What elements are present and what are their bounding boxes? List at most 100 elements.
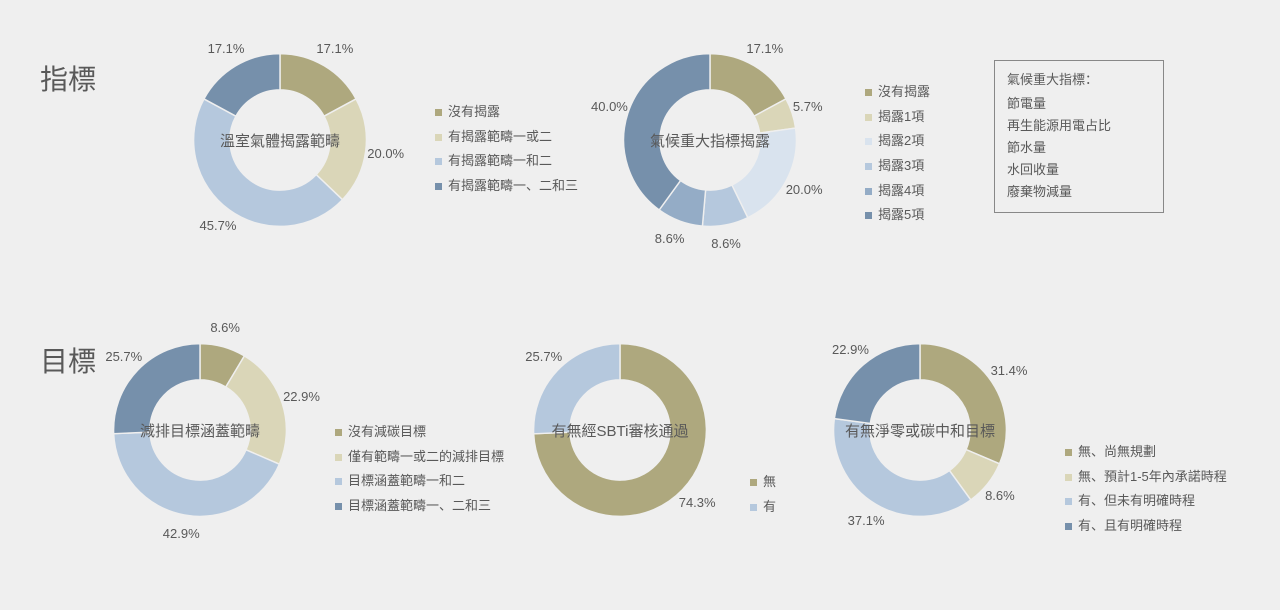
section-title-indicators: 指標 bbox=[40, 58, 96, 98]
legend-swatch bbox=[1065, 474, 1072, 481]
slice-label: 17.1% bbox=[746, 41, 783, 56]
slice-label: 17.1% bbox=[208, 41, 245, 56]
legend-label: 目標涵蓋範疇一、二和三 bbox=[348, 494, 491, 519]
legend-swatch bbox=[335, 454, 342, 461]
legend-item: 揭露2項 bbox=[865, 129, 930, 154]
legend: 無有 bbox=[750, 470, 776, 519]
slice-label: 42.9% bbox=[163, 526, 200, 541]
slice-label: 8.6% bbox=[210, 320, 240, 335]
slice-label: 37.1% bbox=[848, 513, 885, 528]
legend-item: 沒有揭露 bbox=[435, 100, 578, 125]
legend-item: 揭露1項 bbox=[865, 105, 930, 130]
legend-swatch bbox=[1065, 449, 1072, 456]
info-box-item: 廢棄物減量 bbox=[1007, 181, 1151, 203]
slice-label: 20.0% bbox=[786, 182, 823, 197]
legend-swatch bbox=[865, 114, 872, 121]
legend-swatch bbox=[1065, 523, 1072, 530]
section-title-targets: 目標 bbox=[40, 340, 96, 380]
legend: 沒有揭露有揭露範疇一或二有揭露範疇一和二有揭露範疇一、二和三 bbox=[435, 100, 578, 199]
donut-slice bbox=[834, 419, 971, 517]
donut-slice bbox=[624, 54, 710, 210]
legend-item: 目標涵蓋範疇一和二 bbox=[335, 469, 504, 494]
slice-label: 20.0% bbox=[367, 146, 404, 161]
slice-label: 31.4% bbox=[991, 363, 1028, 378]
slice-label: 40.0% bbox=[591, 99, 628, 114]
legend-label: 有、且有明確時程 bbox=[1078, 514, 1182, 539]
legend-label: 揭露4項 bbox=[878, 179, 924, 204]
donut-slice bbox=[194, 99, 343, 226]
legend-label: 揭露1項 bbox=[878, 105, 924, 130]
legend-swatch bbox=[865, 138, 872, 145]
legend-item: 僅有範疇一或二的減排目標 bbox=[335, 445, 504, 470]
legend-item: 揭露5項 bbox=[865, 203, 930, 228]
donut-svg bbox=[830, 340, 1010, 520]
legend-swatch bbox=[865, 212, 872, 219]
slice-label: 74.3% bbox=[679, 495, 716, 510]
legend-item: 無 bbox=[750, 470, 776, 495]
legend-item: 無、預計1-5年內承諾時程 bbox=[1065, 465, 1227, 490]
legend-item: 有 bbox=[750, 495, 776, 520]
slice-label: 25.7% bbox=[525, 349, 562, 364]
legend-swatch bbox=[865, 163, 872, 170]
legend-label: 沒有揭露 bbox=[878, 80, 930, 105]
donut-slice bbox=[920, 344, 1006, 464]
legend-label: 有、但未有明確時程 bbox=[1078, 489, 1195, 514]
legend-swatch bbox=[750, 479, 757, 486]
legend-label: 目標涵蓋範疇一和二 bbox=[348, 469, 465, 494]
legend-swatch bbox=[335, 478, 342, 485]
legend-item: 揭露4項 bbox=[865, 179, 930, 204]
legend-item: 揭露3項 bbox=[865, 154, 930, 179]
legend-swatch bbox=[435, 109, 442, 116]
legend-item: 無、尚無規劃 bbox=[1065, 440, 1227, 465]
legend-label: 揭露2項 bbox=[878, 129, 924, 154]
legend-swatch bbox=[750, 504, 757, 511]
info-box-item: 再生能源用電占比 bbox=[1007, 115, 1151, 137]
legend-swatch bbox=[435, 158, 442, 165]
legend-swatch bbox=[1065, 498, 1072, 505]
slice-label: 25.7% bbox=[105, 349, 142, 364]
legend-swatch bbox=[865, 89, 872, 96]
info-box-item: 水回收量 bbox=[1007, 159, 1151, 181]
slice-label: 17.1% bbox=[316, 41, 353, 56]
legend-label: 無、預計1-5年內承諾時程 bbox=[1078, 465, 1227, 490]
legend-label: 無 bbox=[763, 470, 776, 495]
legend-item: 有揭露範疇一或二 bbox=[435, 125, 578, 150]
slice-label: 45.7% bbox=[200, 218, 237, 233]
slice-label: 8.6% bbox=[985, 488, 1015, 503]
legend: 沒有揭露揭露1項揭露2項揭露3項揭露4項揭露5項 bbox=[865, 80, 930, 228]
legend-item: 沒有揭露 bbox=[865, 80, 930, 105]
legend-item: 有、但未有明確時程 bbox=[1065, 489, 1227, 514]
legend-label: 沒有揭露 bbox=[448, 100, 500, 125]
slice-label: 22.9% bbox=[283, 389, 320, 404]
legend-label: 有揭露範疇一和二 bbox=[448, 149, 552, 174]
legend-swatch bbox=[435, 134, 442, 141]
legend-label: 沒有減碳目標 bbox=[348, 420, 426, 445]
donut-svg bbox=[190, 50, 370, 230]
section-title-text: 目標 bbox=[40, 346, 96, 377]
legend: 無、尚無規劃無、預計1-5年內承諾時程有、但未有明確時程有、且有明確時程 bbox=[1065, 440, 1227, 539]
legend-label: 有揭露範疇一或二 bbox=[448, 125, 552, 150]
legend-item: 有揭露範疇一和二 bbox=[435, 149, 578, 174]
legend-swatch bbox=[335, 429, 342, 436]
legend-swatch bbox=[435, 183, 442, 190]
legend-item: 目標涵蓋範疇一、二和三 bbox=[335, 494, 504, 519]
donut-svg bbox=[110, 340, 290, 520]
info-box: 氣候重大指標： 節電量 再生能源用電占比 節水量 水回收量 廢棄物減量 bbox=[994, 60, 1164, 213]
legend-label: 僅有範疇一或二的減排目標 bbox=[348, 445, 504, 470]
legend-item: 沒有減碳目標 bbox=[335, 420, 504, 445]
legend-label: 有揭露範疇一、二和三 bbox=[448, 174, 578, 199]
slice-label: 22.9% bbox=[832, 342, 869, 357]
info-box-title: 氣候重大指標： bbox=[1007, 69, 1151, 91]
legend-item: 有、且有明確時程 bbox=[1065, 514, 1227, 539]
legend-label: 無、尚無規劃 bbox=[1078, 440, 1156, 465]
section-title-text: 指標 bbox=[40, 64, 96, 95]
slice-label: 5.7% bbox=[793, 99, 823, 114]
donut-svg bbox=[620, 50, 800, 230]
legend-item: 有揭露範疇一、二和三 bbox=[435, 174, 578, 199]
legend-swatch bbox=[335, 503, 342, 510]
slice-label: 8.6% bbox=[655, 231, 685, 246]
legend: 沒有減碳目標僅有範疇一或二的減排目標目標涵蓋範疇一和二目標涵蓋範疇一、二和三 bbox=[335, 420, 504, 519]
legend-label: 有 bbox=[763, 495, 776, 520]
legend-label: 揭露5項 bbox=[878, 203, 924, 228]
donut-slice bbox=[226, 356, 287, 464]
